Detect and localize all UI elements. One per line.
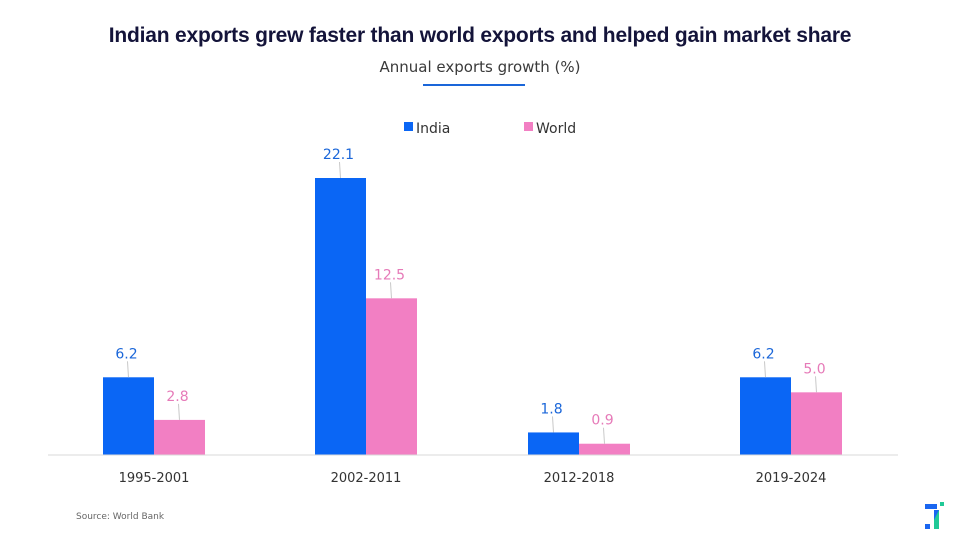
category-label-2012-2018: 2012-2018 [544,471,615,486]
leader-line-world-2002-2011 [390,282,392,299]
leader-line-world-2019-2024 [815,376,817,393]
data-label-world-2002-2011: 12.5 [374,267,405,283]
legend-label-world: World [536,121,576,137]
bar-india-2002-2011 [315,178,366,455]
leader-line-india-2002-2011 [339,161,341,179]
data-label-world-2012-2018: 0.9 [591,413,613,429]
data-label-india-2002-2011: 22.1 [323,147,354,163]
legend-swatch-world [524,122,533,131]
leader-line-india-2019-2024 [764,361,766,378]
category-label-2002-2011: 2002-2011 [331,471,402,486]
chart-subtitle: Annual exports growth (%) [379,58,581,76]
bar-world-1995-2001 [154,419,205,455]
bar-india-2019-2024 [740,377,791,455]
legend-swatch-india [404,122,413,131]
data-label-world-1995-2001: 2.8 [166,389,188,405]
data-label-india-1995-2001: 6.2 [115,346,137,362]
category-label-2019-2024: 2019-2024 [756,471,827,486]
leader-line-world-2012-2018 [603,427,605,444]
data-label-world-2019-2024: 5.0 [803,361,825,377]
bar-world-2002-2011 [366,298,417,455]
chart-title: Indian exports grew faster than world ex… [108,24,852,47]
leader-line-world-1995-2001 [178,403,180,420]
data-label-india-2012-2018: 1.8 [540,401,562,417]
data-label-india-2019-2024: 6.2 [752,346,774,362]
bar-world-2012-2018 [579,443,630,455]
subtitle-underline [423,84,525,86]
leader-line-india-1995-2001 [127,361,129,378]
legend-label-india: India [416,121,450,137]
legend: India World [404,121,576,137]
brand-logo-icon [925,502,944,529]
bar-world-2019-2024 [791,392,842,455]
bar-india-1995-2001 [103,377,154,455]
category-label-1995-2001: 1995-2001 [119,471,190,486]
bars-group: 6.2 2.8 22.1 12.5 1.8 0.9 6.2 5.0 [103,147,842,455]
source-note: Source: World Bank [76,512,165,522]
category-labels: 1995-2001 2002-2011 2012-2018 2019-2024 [119,471,827,486]
leader-line-india-2012-2018 [552,416,554,433]
bar-india-2012-2018 [528,432,579,455]
